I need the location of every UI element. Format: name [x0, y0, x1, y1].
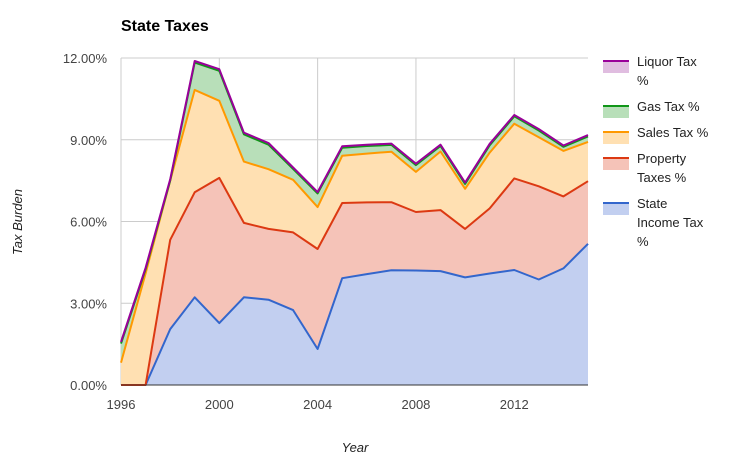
line-sales-tax-pct — [120, 88, 589, 363]
y-tick-label: 3.00% — [70, 296, 107, 311]
legend-item-state-income-tax-pct[interactable]: State Income Tax% — [603, 196, 704, 249]
chart-title: State Taxes — [121, 18, 209, 35]
y-axis-title: Tax Burden — [10, 189, 25, 255]
x-tick-label: 2000 — [205, 397, 234, 412]
series-areas — [121, 61, 588, 386]
legend-swatch — [603, 158, 629, 170]
legend-swatch — [603, 61, 629, 73]
x-tick-label: 2004 — [303, 397, 332, 412]
area-state-income-tax-pct — [121, 243, 588, 385]
legend-label: Gas Tax % — [637, 99, 700, 114]
line-state-income-tax-pct — [121, 243, 589, 386]
y-tick-labels: 0.00% 3.00% 6.00% 9.00% 12.00% — [63, 51, 108, 393]
y-tick-label: 6.00% — [70, 215, 107, 230]
legend-item-gas-tax-pct[interactable]: Gas Tax % — [603, 99, 700, 118]
x-tick-label: 2008 — [401, 397, 430, 412]
x-tick-labels: 1996 2000 2004 2008 2012 — [107, 397, 529, 412]
legend-swatch — [603, 203, 629, 215]
legend-item-property-taxes-pct[interactable]: Property Taxes % — [603, 151, 687, 185]
legend-label: Liquor Tax% — [637, 54, 697, 88]
series-lines — [120, 60, 589, 386]
line-property-taxes-pct — [121, 176, 589, 386]
legend-label: Property Taxes % — [637, 151, 687, 185]
y-tick-label: 12.00% — [63, 51, 108, 66]
legend-swatch — [603, 106, 629, 118]
legend-item-liquor-tax-pct[interactable]: Liquor Tax% — [603, 54, 697, 88]
y-tick-label: 0.00% — [70, 378, 107, 393]
legend-swatch — [603, 132, 629, 144]
y-tick-label: 9.00% — [70, 133, 107, 148]
x-axis-title: Year — [342, 440, 369, 455]
line-liquor-tax-pct — [120, 60, 589, 343]
legend: Liquor Tax % Gas Tax % Sales Tax % Property T… — [603, 54, 709, 249]
x-tick-label: 2012 — [500, 397, 529, 412]
legend-label: Sales Tax % — [637, 125, 709, 140]
x-tick-label: 1996 — [107, 397, 136, 412]
legend-label: State Income Tax% — [637, 196, 704, 249]
area-property-taxes-pct — [121, 177, 588, 385]
area-sales-tax-pct — [121, 89, 588, 386]
legend-item-sales-tax-pct[interactable]: Sales Tax % — [603, 125, 709, 144]
area-gas-tax-pct — [121, 62, 588, 363]
